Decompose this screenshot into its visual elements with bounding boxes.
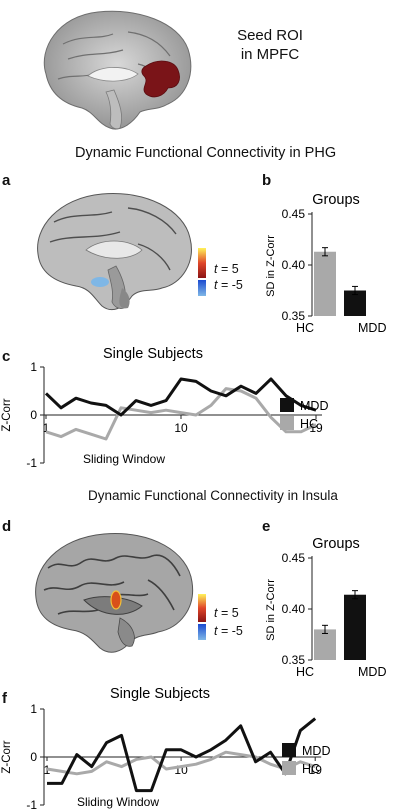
panel-letter-e: e bbox=[262, 518, 271, 535]
bar-mdd bbox=[344, 594, 366, 660]
legend-t-var: t bbox=[214, 606, 218, 620]
phg-brain-image bbox=[37, 192, 192, 311]
series-line-hc bbox=[46, 750, 316, 776]
y-axis-label: Z-Corr bbox=[1, 398, 13, 431]
legend-t-positive: t = 5 bbox=[214, 262, 239, 276]
legend-t-pos-value: = 5 bbox=[217, 606, 239, 620]
seed-roi-cluster bbox=[141, 60, 180, 98]
colorbar-negative-2 bbox=[198, 624, 206, 640]
y-tick-label: 0.45 bbox=[282, 551, 306, 565]
chart-title: Groups bbox=[312, 536, 360, 552]
insula-cluster bbox=[110, 590, 122, 610]
legend-swatch-hc bbox=[282, 761, 296, 775]
x-axis-label: Sliding Window bbox=[83, 452, 165, 466]
panel-letter-a: a bbox=[2, 172, 11, 189]
legend-label-hc: HC bbox=[300, 417, 318, 431]
y-tick-label: 0.45 bbox=[282, 207, 306, 221]
legend-t-var: t bbox=[214, 278, 218, 292]
legend-t-neg-value: = -5 bbox=[217, 278, 243, 292]
legend-label-mdd: MDD bbox=[302, 744, 330, 758]
x-tick-label: 1 bbox=[43, 421, 50, 435]
y-tick-label: 0 bbox=[30, 750, 37, 764]
legend-t-pos-value: = 5 bbox=[217, 262, 239, 276]
y-tick-label: -1 bbox=[26, 456, 37, 470]
x-tick-label: 10 bbox=[174, 421, 188, 435]
y-tick-label: 0.40 bbox=[282, 258, 306, 272]
legend-swatch-mdd bbox=[282, 743, 296, 757]
legend-label-hc: HC bbox=[302, 762, 320, 776]
panel-letter-c: c bbox=[2, 348, 11, 365]
seed-roi-line1: Seed ROI bbox=[237, 27, 303, 44]
y-tick-label: 0.35 bbox=[282, 309, 306, 323]
series-line-mdd bbox=[47, 717, 317, 793]
y-tick-label: 0.40 bbox=[282, 602, 306, 616]
seed-roi-label: Seed ROI in MPFC bbox=[222, 26, 318, 64]
bar-hc bbox=[314, 251, 336, 316]
legend-t-neg-value: = -5 bbox=[217, 624, 243, 638]
chart-title: Single Subjects bbox=[103, 346, 203, 362]
panel-letter-d: d bbox=[2, 518, 12, 535]
legend-t-var: t bbox=[214, 262, 218, 276]
section2-title: Dynamic Functional Connectivity in Insul… bbox=[88, 488, 338, 503]
phg-cluster bbox=[91, 277, 109, 287]
legend-swatch-mdd bbox=[280, 398, 294, 412]
y-tick-label: 1 bbox=[30, 360, 37, 374]
bar-mdd bbox=[344, 290, 366, 316]
colorbar-positive-2 bbox=[198, 594, 206, 622]
colorbar-positive bbox=[198, 248, 206, 278]
y-tick-label: 0.35 bbox=[282, 653, 306, 667]
x-category-label: HC bbox=[296, 321, 314, 335]
panel-letter-b: b bbox=[262, 172, 272, 189]
x-tick-label: 19 bbox=[309, 421, 323, 435]
colorbar-negative bbox=[198, 280, 206, 296]
y-tick-label: 1 bbox=[30, 702, 37, 716]
seed-roi-line2: in MPFC bbox=[240, 46, 300, 63]
x-category-label: MDD bbox=[358, 665, 386, 679]
y-axis-label: Z-Corr bbox=[1, 740, 13, 773]
insula-brain-image bbox=[35, 533, 194, 653]
y-axis-label: SD in Z-Corr bbox=[265, 579, 277, 641]
section1-title: Dynamic Functional Connectivity in PHG bbox=[75, 145, 337, 161]
panel-letter-f: f bbox=[2, 690, 7, 707]
x-category-label: HC bbox=[296, 665, 314, 679]
legend-swatch-hc bbox=[280, 416, 294, 430]
legend-t-positive-2: t = 5 bbox=[214, 606, 239, 620]
legend-t-var: t bbox=[214, 624, 218, 638]
legend-t-negative: t = -5 bbox=[214, 278, 243, 292]
seed-roi-brain-image bbox=[43, 10, 192, 130]
legend-t-negative-2: t = -5 bbox=[214, 624, 243, 638]
chart-title: Groups bbox=[312, 192, 360, 208]
legend-label-mdd: MDD bbox=[300, 399, 328, 413]
bar-hc bbox=[314, 629, 336, 660]
y-tick-label: 0 bbox=[30, 408, 37, 422]
y-axis-label: SD in Z-Corr bbox=[265, 235, 277, 297]
x-axis-label: Sliding Window bbox=[77, 795, 159, 809]
series-line-hc bbox=[45, 387, 317, 441]
y-tick-label: -1 bbox=[26, 798, 37, 812]
chart-title: Single Subjects bbox=[110, 686, 210, 702]
series-line-mdd bbox=[44, 377, 317, 417]
x-category-label: MDD bbox=[358, 321, 386, 335]
